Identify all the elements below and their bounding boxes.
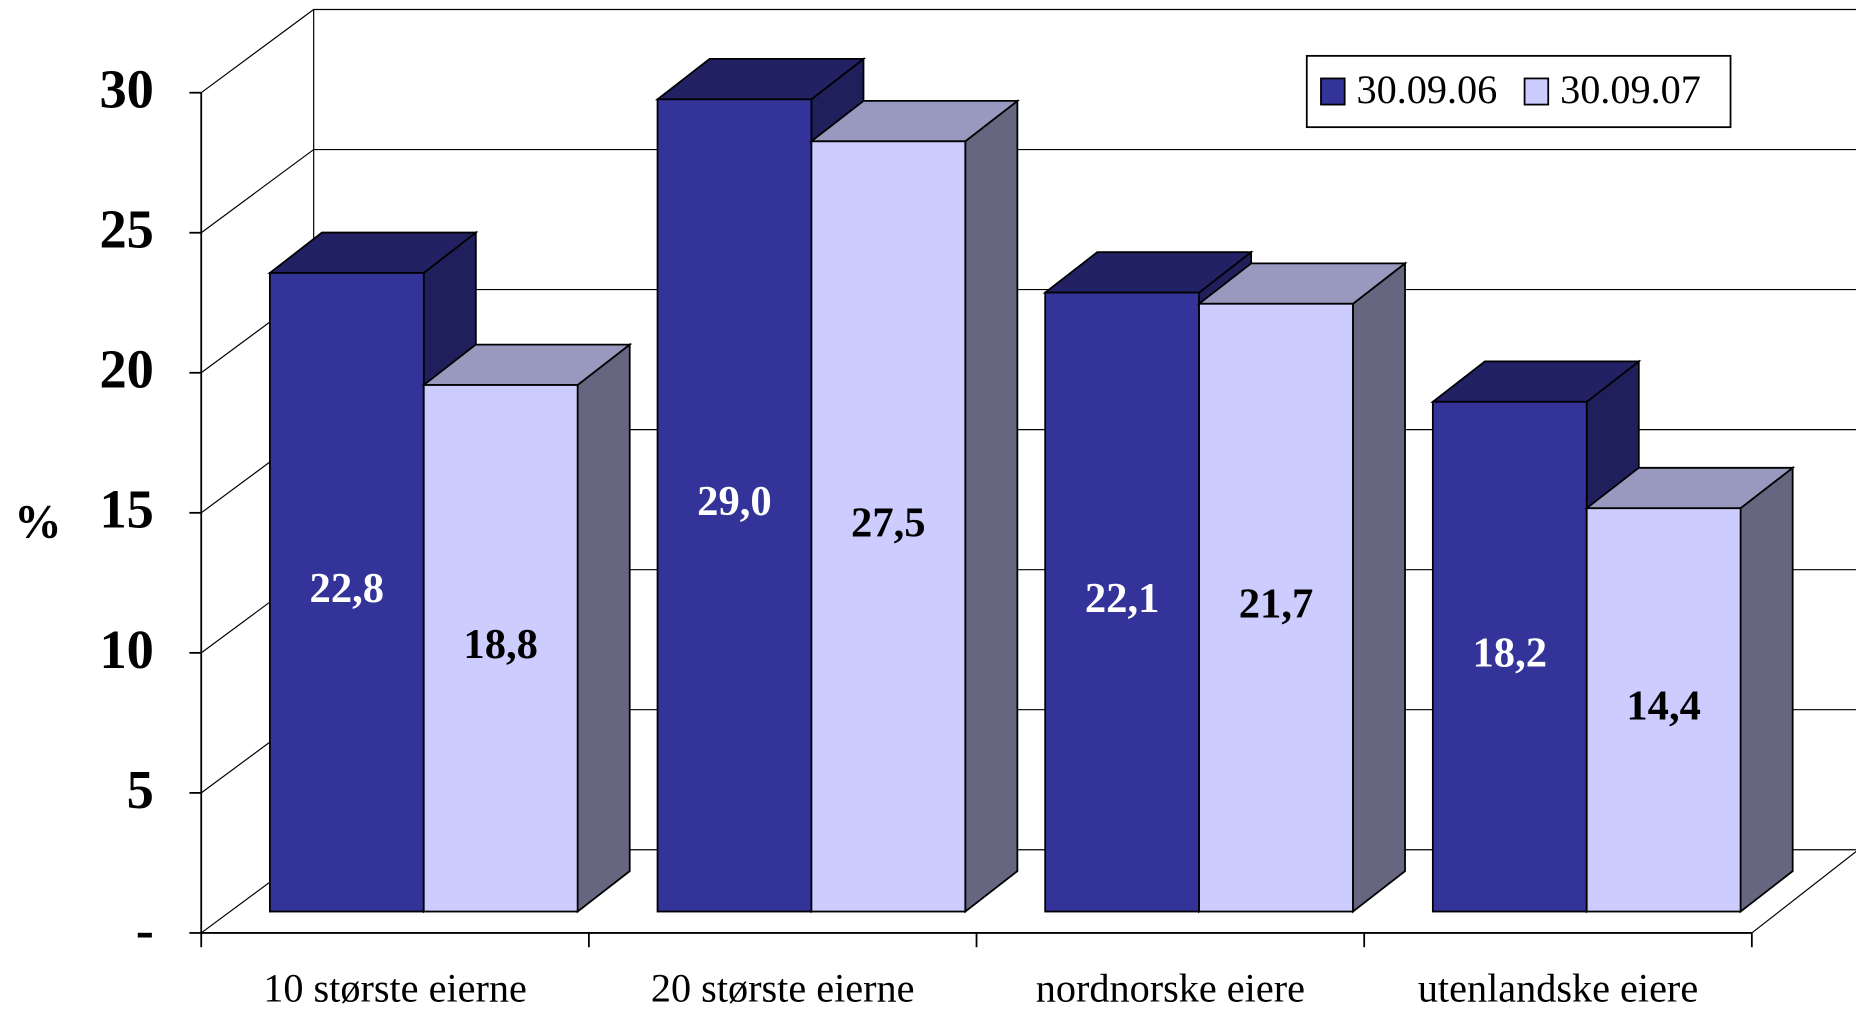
data-label: 21,7	[1239, 580, 1314, 627]
data-label: 18,8	[463, 621, 538, 668]
bar	[422, 384, 579, 913]
bar	[810, 140, 967, 913]
data-label: 22,1	[1085, 575, 1160, 622]
bar-side	[576, 342, 631, 914]
legend-label: 30.09.07	[1560, 67, 1701, 112]
x-tick-label: utenlandske eiere	[1418, 966, 1698, 1009]
y-tick-label: 15	[99, 479, 153, 540]
grid-line	[200, 148, 1856, 234]
data-label: 14,4	[1626, 683, 1701, 730]
bar	[268, 272, 425, 913]
floor-edge	[1751, 850, 1856, 934]
legend-label: 30.09.06	[1356, 67, 1497, 112]
data-label: 27,5	[851, 499, 926, 546]
y-tick-label: 10	[99, 619, 153, 680]
bar-side	[964, 99, 1019, 914]
y-tick-label: 20	[99, 339, 153, 400]
legend-swatch	[1320, 77, 1346, 106]
y-tick-label: 5	[127, 759, 154, 820]
bar	[1044, 291, 1200, 913]
legend-swatch	[1523, 77, 1550, 106]
y-tick-label: -	[136, 899, 154, 960]
grid-line	[200, 8, 1856, 94]
bar	[1431, 400, 1588, 913]
data-label: 18,2	[1472, 629, 1547, 676]
bar-side	[1352, 261, 1406, 914]
bar	[1198, 302, 1354, 913]
x-tick-label: 20 største eierne	[651, 966, 915, 1009]
data-label: 22,8	[310, 565, 385, 612]
bar	[656, 98, 813, 913]
x-tick-label: nordnorske eiere	[1036, 966, 1305, 1009]
data-label: 29,0	[697, 478, 772, 525]
x-tick-label: 10 største eierne	[263, 966, 527, 1009]
legend-box	[1305, 54, 1732, 129]
y-tick-label: 30	[99, 59, 153, 120]
legend: 30.09.06 30.09.07	[1305, 54, 1732, 129]
bar	[1585, 507, 1742, 913]
y-tick-label: 25	[99, 199, 153, 260]
bar-side	[1739, 466, 1794, 914]
y-axis-label: %	[14, 496, 61, 548]
